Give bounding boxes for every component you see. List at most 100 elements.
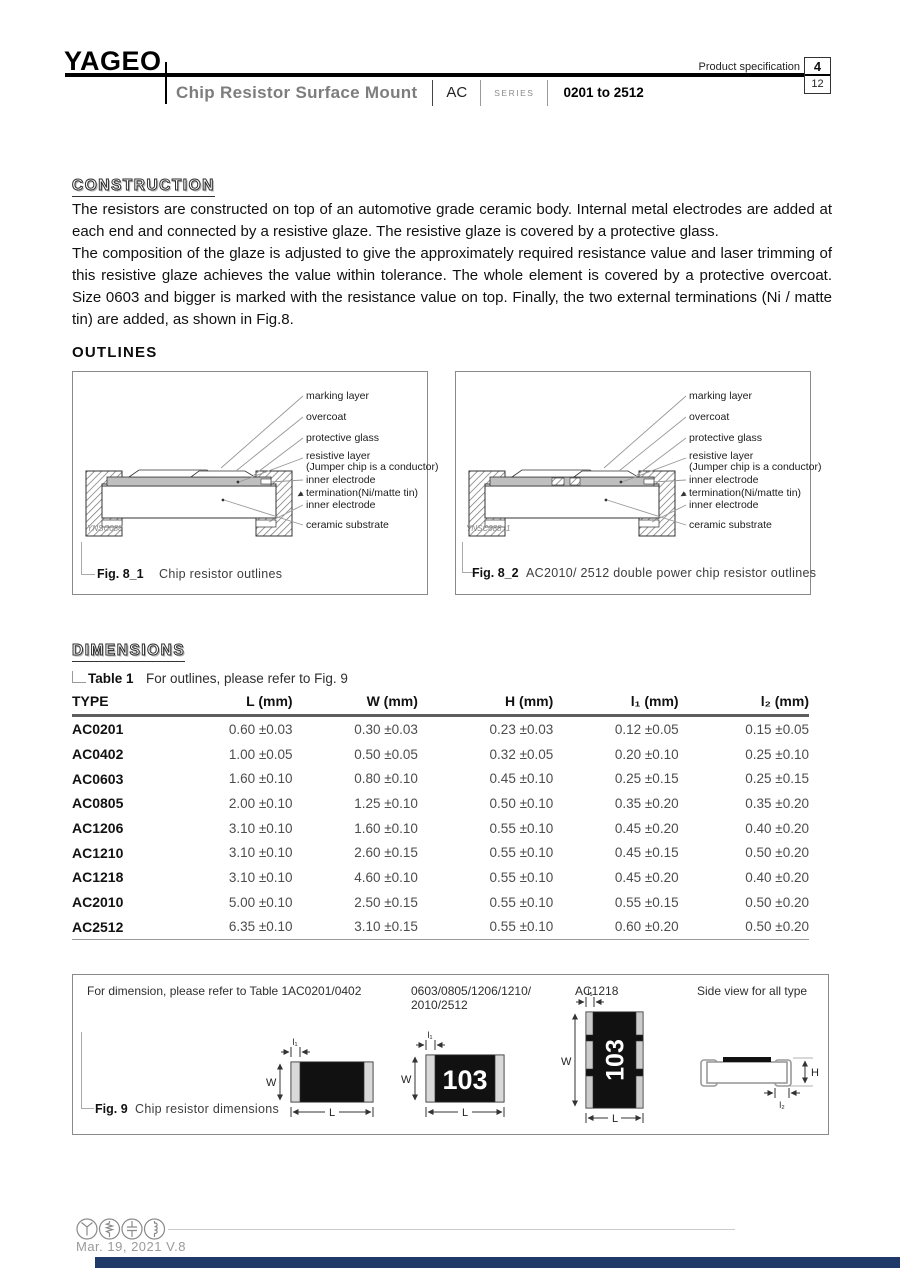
page-number: 4 (805, 58, 830, 76)
chip-dimension-diagrams: W L l₁ 103 W (266, 987, 819, 1125)
figure-label: Fig. 8_2 (472, 566, 519, 580)
table-cell: 0.35 ±0.20 (614, 795, 679, 811)
layer-label: ceramic substrate (689, 519, 772, 531)
chip-top-view-ac1218: 103 W L l₁ (561, 987, 644, 1125)
title-separator (547, 79, 549, 106)
table-row: AC0201 0.60 ±0.03 0.30 ±0.03 0.23 ±0.03 0.12… (72, 716, 809, 742)
table-row: AC1218 3.10 ±0.10 4.60 ±0.10 0.55 ±0.10 0.45… (72, 865, 809, 890)
table-cell: AC2010 (72, 894, 124, 911)
layer-label: inner electrode (306, 499, 376, 511)
dimensions-heading: DIMENSIONS (71, 642, 186, 662)
figure-caption: Chip resistor dimensions (135, 1102, 280, 1116)
table-cell: 0.50 ±0.10 (489, 795, 554, 811)
antenna-icon (76, 1218, 98, 1240)
svg-text:l₂: l₂ (779, 1100, 785, 1110)
svg-text:l₁: l₁ (587, 987, 592, 997)
inner-electrode-bottom-left (484, 519, 506, 528)
table-cell: 0.23 ±0.03 (489, 721, 554, 737)
footer-divider (168, 1229, 735, 1230)
column-header: H (mm) (417, 691, 554, 717)
fig9-group2-label-line2: 2010/2512 (411, 998, 468, 1012)
table-cell: 1.00 ±0.05 (228, 746, 293, 762)
fig9-group2-label-line1: 0603/0805/1206/1210/ (411, 984, 532, 998)
ceramic-substrate-shape (101, 485, 277, 519)
table-cell: 1.60 ±0.10 (354, 820, 418, 836)
layer-label: (Jumper chip is a conductor) (306, 461, 439, 473)
footer-accent-bar (95, 1257, 900, 1268)
svg-text:l₁: l₁ (427, 1030, 432, 1040)
pointer-dot (236, 480, 240, 484)
table-cell: 0.30 ±0.03 (354, 721, 418, 737)
inner-electrode-bottom-left (101, 519, 123, 528)
marking-layer-shape (572, 470, 640, 478)
column-header: L (mm) (190, 691, 293, 717)
table-cell: 0.25 ±0.15 (614, 771, 679, 787)
table-cell: 3.10 ±0.10 (228, 869, 293, 885)
table-cell: 0.25 ±0.10 (745, 746, 809, 762)
layer-label: overcoat (306, 411, 347, 423)
construction-heading-wrap: CONSTRUCTION (72, 177, 215, 197)
table-cell: 1.60 ±0.10 (228, 771, 293, 787)
leader-lines (220, 395, 304, 526)
component-icons (76, 1218, 166, 1240)
svg-text:l₁: l₁ (292, 1037, 297, 1047)
table-row: AC0805 2.00 ±0.10 1.25 ±0.10 0.50 ±0.10 0.35… (72, 791, 809, 816)
table-cell: 0.25 ±0.15 (745, 771, 809, 787)
table-cell: 0.50 ±0.20 (678, 914, 809, 941)
table-cell: 2.50 ±0.15 (354, 894, 418, 910)
layer-label: inner electrode (306, 474, 376, 486)
table-cell: 4.60 ±0.10 (354, 869, 418, 885)
table-cell: AC0201 (72, 721, 124, 738)
table-cell: 0.45 ±0.10 (489, 771, 554, 787)
table-cell: 3.10 ±0.10 (228, 820, 293, 836)
table-row: AC0402 1.00 ±0.05 0.50 ±0.05 0.32 ±0.05 0.20… (72, 742, 809, 767)
fig9-group1-label: AC0201/0402 (288, 984, 362, 998)
table-cell: 0.55 ±0.10 (489, 845, 554, 861)
chip-side-view: H l₂ (700, 1057, 819, 1110)
figure-watermark: YNSC088_1 (466, 524, 511, 533)
table-cell: 3.10 ±0.10 (228, 845, 293, 861)
series-code: AC (446, 84, 468, 101)
table-cell: 0.60 ±0.20 (553, 914, 679, 941)
table-row: AC2010 5.00 ±0.10 2.50 ±0.15 0.55 ±0.10 0.55… (72, 890, 809, 915)
title-bar: Chip Resistor Surface Mount AC SERIES 02… (176, 79, 644, 106)
layer-label: resistive layer (689, 450, 754, 462)
table-cell: 0.55 ±0.15 (614, 894, 679, 910)
table-cell: 0.55 ±0.10 (417, 914, 554, 941)
jumper-electrode (569, 477, 581, 486)
table-cell: 0.50 ±0.20 (745, 894, 809, 910)
ceramic-substrate-shape (484, 485, 660, 519)
fig9-box: For dimension, please refer to Table 1 A… (72, 974, 829, 1135)
document-title: Chip Resistor Surface Mount (176, 82, 418, 102)
chip-top-view-marked: 103 W L l₁ (401, 1030, 505, 1119)
table-cell: 6.35 ±0.10 (190, 914, 293, 941)
layer-label: protective glass (689, 432, 762, 444)
table-cell: 0.80 ±0.10 (354, 771, 418, 787)
column-header: W (mm) (292, 691, 418, 717)
table-cell: AC1210 (72, 844, 124, 861)
chip-cross-section-diagram-double (468, 395, 687, 537)
svg-text:L: L (612, 1113, 618, 1125)
svg-text:103: 103 (602, 1039, 630, 1081)
caption-bracket (462, 542, 473, 573)
table-cell: 1.25 ±0.10 (354, 795, 418, 811)
figure-caption: AC2010/ 2512 double power chip resistor … (526, 566, 817, 580)
layer-label: ceramic substrate (306, 519, 389, 531)
caption-bracket (81, 1032, 94, 1109)
title-separator (480, 79, 482, 106)
table-cell: 3.10 ±0.15 (292, 914, 418, 941)
svg-text:103: 103 (442, 1065, 487, 1095)
table-cell: AC1206 (72, 820, 124, 837)
svg-text:L: L (329, 1107, 335, 1119)
table-cell: 0.40 ±0.20 (745, 820, 809, 836)
outlines-heading-wrap: OUTLINES (72, 344, 157, 362)
caption-bracket (81, 542, 95, 575)
svg-text:W: W (401, 1074, 412, 1086)
column-header: l₂ (mm) (678, 691, 809, 717)
svg-text:W: W (561, 1056, 572, 1068)
svg-text:L: L (462, 1107, 468, 1119)
table-cell: 0.15 ±0.05 (745, 721, 809, 737)
fig9-group3-label: AC1218 (575, 984, 619, 998)
logo-tick (165, 62, 167, 104)
pointer-dot (221, 498, 225, 502)
